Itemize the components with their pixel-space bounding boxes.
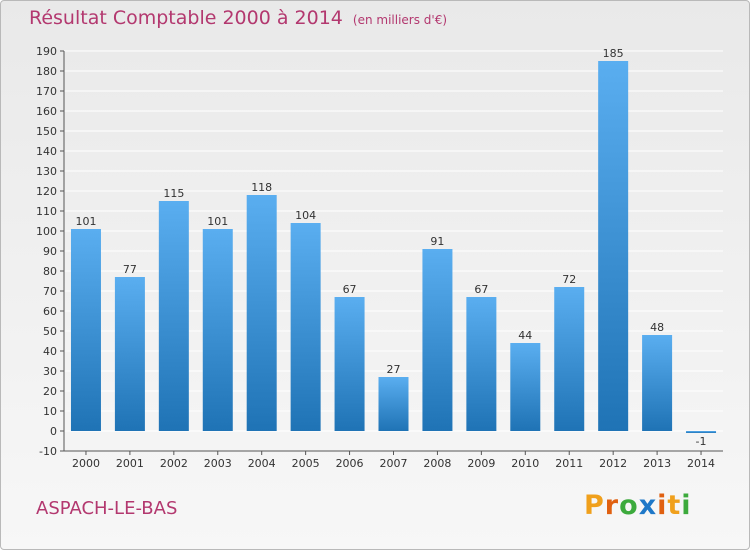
value-label: -1 [696, 435, 707, 448]
y-tick-label: 170 [36, 85, 57, 98]
x-tick-label: 2008 [423, 457, 451, 470]
logo-letter: x [638, 490, 658, 521]
x-tick-label: 2009 [467, 457, 495, 470]
x-tick-label: 2013 [643, 457, 671, 470]
x-tick-label: 2002 [160, 457, 188, 470]
bar [114, 277, 145, 431]
value-label: 101 [207, 215, 228, 228]
bar [686, 431, 717, 433]
y-tick-label: 10 [43, 405, 57, 418]
commune-name: ASPACH-LE-BAS [36, 498, 178, 519]
chart-title-text: Résultat Comptable 2000 à 2014 [29, 7, 343, 29]
value-label: 67 [474, 283, 488, 296]
bar [466, 297, 497, 431]
y-tick-label: 190 [36, 45, 57, 58]
x-tick-label: 2003 [204, 457, 232, 470]
y-tick-label: 40 [43, 345, 57, 358]
y-tick-label: 180 [36, 65, 57, 78]
value-label: 91 [430, 235, 444, 248]
y-tick-label: 110 [36, 205, 57, 218]
x-tick-label: 2012 [599, 457, 627, 470]
bar [290, 223, 321, 431]
x-tick-label: 2010 [511, 457, 539, 470]
x-tick-label: 2004 [248, 457, 276, 470]
logo-letter: t [667, 490, 682, 521]
y-tick-label: 160 [36, 105, 57, 118]
logo-letter: r [604, 490, 620, 521]
value-label: 115 [163, 187, 184, 200]
x-tick-label: 2000 [72, 457, 100, 470]
x-tick-label: 2011 [555, 457, 583, 470]
y-tick-label: 50 [43, 325, 57, 338]
value-label: 48 [650, 321, 664, 334]
value-label: 185 [603, 47, 624, 60]
proxiti-logo: Proxiti [584, 490, 692, 521]
bar [378, 377, 409, 431]
y-tick-label: 70 [43, 285, 57, 298]
axes [60, 50, 723, 455]
value-label: 67 [343, 283, 357, 296]
chart-unit: (en milliers d'€) [352, 13, 448, 27]
bar [422, 249, 453, 431]
y-tick-label: 100 [36, 225, 57, 238]
bar [554, 287, 585, 431]
bar [510, 343, 541, 431]
bar [246, 195, 277, 431]
y-tick-label: 150 [36, 125, 57, 138]
x-tick-label: 2007 [380, 457, 408, 470]
value-label: 72 [562, 273, 576, 286]
bar [70, 229, 101, 431]
y-tick-label: 120 [36, 185, 57, 198]
bar [202, 229, 233, 431]
value-label: 101 [75, 215, 96, 228]
y-tick-label: 30 [43, 365, 57, 378]
logo-letter: o [619, 490, 639, 521]
logo-letter: i [681, 490, 692, 521]
bars [70, 61, 717, 433]
value-label: 118 [251, 181, 272, 194]
y-tick-label: -10 [39, 445, 57, 458]
y-tick-label: 60 [43, 305, 57, 318]
bar [334, 297, 365, 431]
x-tick-label: 2005 [292, 457, 320, 470]
bar [598, 61, 629, 431]
bar [158, 201, 189, 431]
logo-letter: P [584, 490, 605, 521]
x-tick-label: 2006 [336, 457, 364, 470]
y-tick-label: 20 [43, 385, 57, 398]
chart-title: Résultat Comptable 2000 à 2014 (en millie… [29, 7, 447, 29]
y-tick-label: 0 [50, 425, 57, 438]
y-tick-label: 90 [43, 245, 57, 258]
value-label: 77 [123, 263, 137, 276]
y-tick-label: 130 [36, 165, 57, 178]
value-label: 27 [387, 363, 401, 376]
bar [642, 335, 673, 431]
logo-letter: i [657, 490, 668, 521]
x-tick-label: 2014 [687, 457, 715, 470]
x-tick-label: 2001 [116, 457, 144, 470]
y-tick-label: 140 [36, 145, 57, 158]
value-label: 44 [518, 329, 532, 342]
value-label: 104 [295, 209, 316, 222]
y-tick-label: 80 [43, 265, 57, 278]
labels: -10 0 10 20 30 40 50 60 70 80 90 100 110 120 130 140 150… [36, 45, 715, 470]
